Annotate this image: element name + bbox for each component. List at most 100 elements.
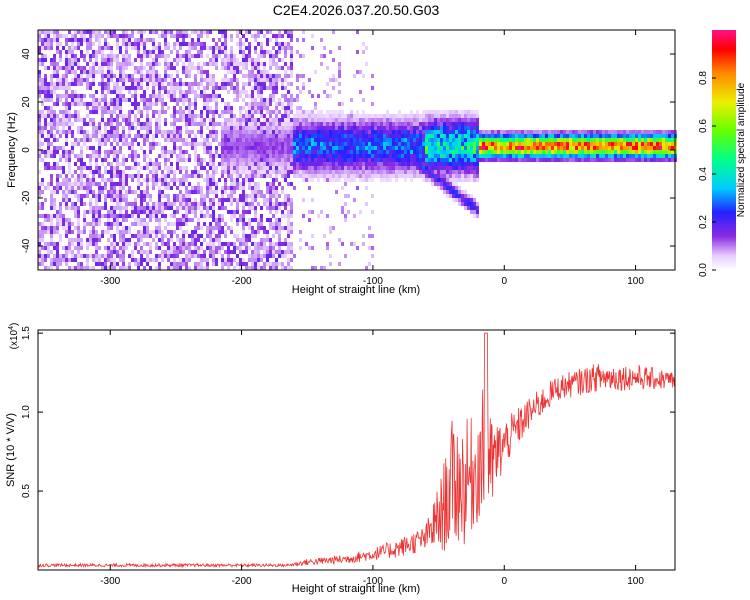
spectrogram-cell	[104, 126, 107, 130]
spectrogram-cell	[164, 202, 167, 206]
spectrogram-cell	[38, 146, 41, 150]
spectrogram-cell	[53, 30, 56, 34]
spectrogram-cell	[371, 234, 374, 238]
spectrogram-cell	[155, 178, 158, 182]
spectrogram-cell	[287, 226, 290, 230]
spectrogram-cell	[80, 146, 83, 150]
spectrogram-cell	[98, 30, 101, 34]
spectrogram-cell	[182, 98, 185, 102]
spectrogram-cell	[53, 114, 56, 118]
spectrogram-cell	[344, 214, 347, 218]
spectrogram-cell	[80, 246, 83, 250]
spectrogram-cell	[203, 202, 206, 206]
spectrogram-cell	[47, 30, 50, 34]
spectrogram-cell	[257, 218, 260, 222]
spectrogram-cell	[383, 170, 386, 174]
spectrogram-cell	[314, 130, 317, 134]
spectrogram-cell	[89, 94, 92, 98]
spectrogram-cell	[182, 34, 185, 38]
spectrogram-cell	[305, 134, 308, 138]
spectrogram-cell	[170, 202, 173, 206]
spectrogram-cell	[440, 150, 443, 154]
spectrogram-cell	[56, 266, 59, 270]
spectrogram-cell	[227, 194, 230, 198]
spectrogram-cell	[230, 50, 233, 54]
spectrogram-cell	[47, 46, 50, 50]
spectrogram-cell	[413, 138, 416, 142]
spectrogram-cell	[335, 118, 338, 122]
spectrogram-cell	[320, 170, 323, 174]
spectrogram-cell	[263, 146, 266, 150]
spectrogram-cell	[419, 162, 422, 166]
spectrogram-cell	[551, 142, 554, 146]
spectrogram-cell	[197, 142, 200, 146]
spectrogram-cell	[269, 58, 272, 62]
spectrogram-cell	[353, 122, 356, 126]
spectrogram-cell	[137, 206, 140, 210]
spectrogram-cell	[308, 118, 311, 122]
spectrogram-cell	[53, 66, 56, 70]
spectrogram-cell	[167, 130, 170, 134]
spectrogram-cell	[161, 98, 164, 102]
spectrogram-cell	[164, 254, 167, 258]
spectrogram-cell	[371, 174, 374, 178]
spectrogram-cell	[86, 78, 89, 82]
spectrogram-cell	[275, 250, 278, 254]
spectrogram-cell	[278, 230, 281, 234]
spectrogram-cell	[155, 134, 158, 138]
spectrogram-cell	[491, 142, 494, 146]
spectrogram-cell	[122, 134, 125, 138]
spectrogram-cell	[272, 62, 275, 66]
spectrogram-cell	[311, 130, 314, 134]
spectrogram-cell	[296, 38, 299, 42]
spectrogram-cell	[263, 130, 266, 134]
spectrogram-cell	[221, 174, 224, 178]
spectrogram-cell	[38, 50, 41, 54]
spectrogram-cell	[125, 62, 128, 66]
spectrogram-cell	[113, 30, 116, 34]
spectrogram-cell	[221, 170, 224, 174]
spectrogram-cell	[107, 106, 110, 110]
spectrogram-cell	[185, 82, 188, 86]
spectrogram-cell	[38, 138, 41, 142]
spectrogram-cell	[161, 86, 164, 90]
spectrogram-cell	[551, 138, 554, 142]
spectrogram-cell	[419, 126, 422, 130]
spectrogram-cell	[368, 138, 371, 142]
spectrogram-cell	[131, 250, 134, 254]
spectrogram-cell	[197, 70, 200, 74]
spectrogram-cell	[416, 174, 419, 178]
spectrogram-cell	[113, 150, 116, 154]
spectrogram-cell	[275, 242, 278, 246]
spectrogram-cell	[101, 34, 104, 38]
spectrogram-cell	[248, 138, 251, 142]
spectrogram-cell	[302, 126, 305, 130]
spectrogram-cell	[263, 202, 266, 206]
spectrogram-cell	[125, 158, 128, 162]
spectrogram-cell	[257, 166, 260, 170]
spectrogram-cell	[221, 206, 224, 210]
spectrogram-cell	[158, 122, 161, 126]
spectrogram-cell	[206, 78, 209, 82]
spectrogram-cell	[218, 242, 221, 246]
spectrogram-cell	[377, 138, 380, 142]
spectrogram-cell	[167, 166, 170, 170]
spectrogram-cell	[323, 130, 326, 134]
spectrogram-cell	[275, 146, 278, 150]
spectrogram-cell	[332, 110, 335, 114]
spectrogram-cell	[401, 150, 404, 154]
spectrogram-cell	[287, 126, 290, 130]
spectrogram-cell	[65, 158, 68, 162]
spectrogram-cell	[242, 218, 245, 222]
spectrogram-cell	[428, 178, 431, 182]
spectrogram-cell	[431, 154, 434, 158]
spectrogram-cell	[56, 190, 59, 194]
spectrogram-cell	[104, 62, 107, 66]
spectrogram-cell	[134, 126, 137, 130]
spectrogram-cell	[452, 194, 455, 198]
spectrogram-cell	[74, 226, 77, 230]
spectrogram-cell	[239, 258, 242, 262]
spectrogram-cell	[77, 226, 80, 230]
spectrogram-cell	[491, 150, 494, 154]
spectrogram-cell	[242, 126, 245, 130]
